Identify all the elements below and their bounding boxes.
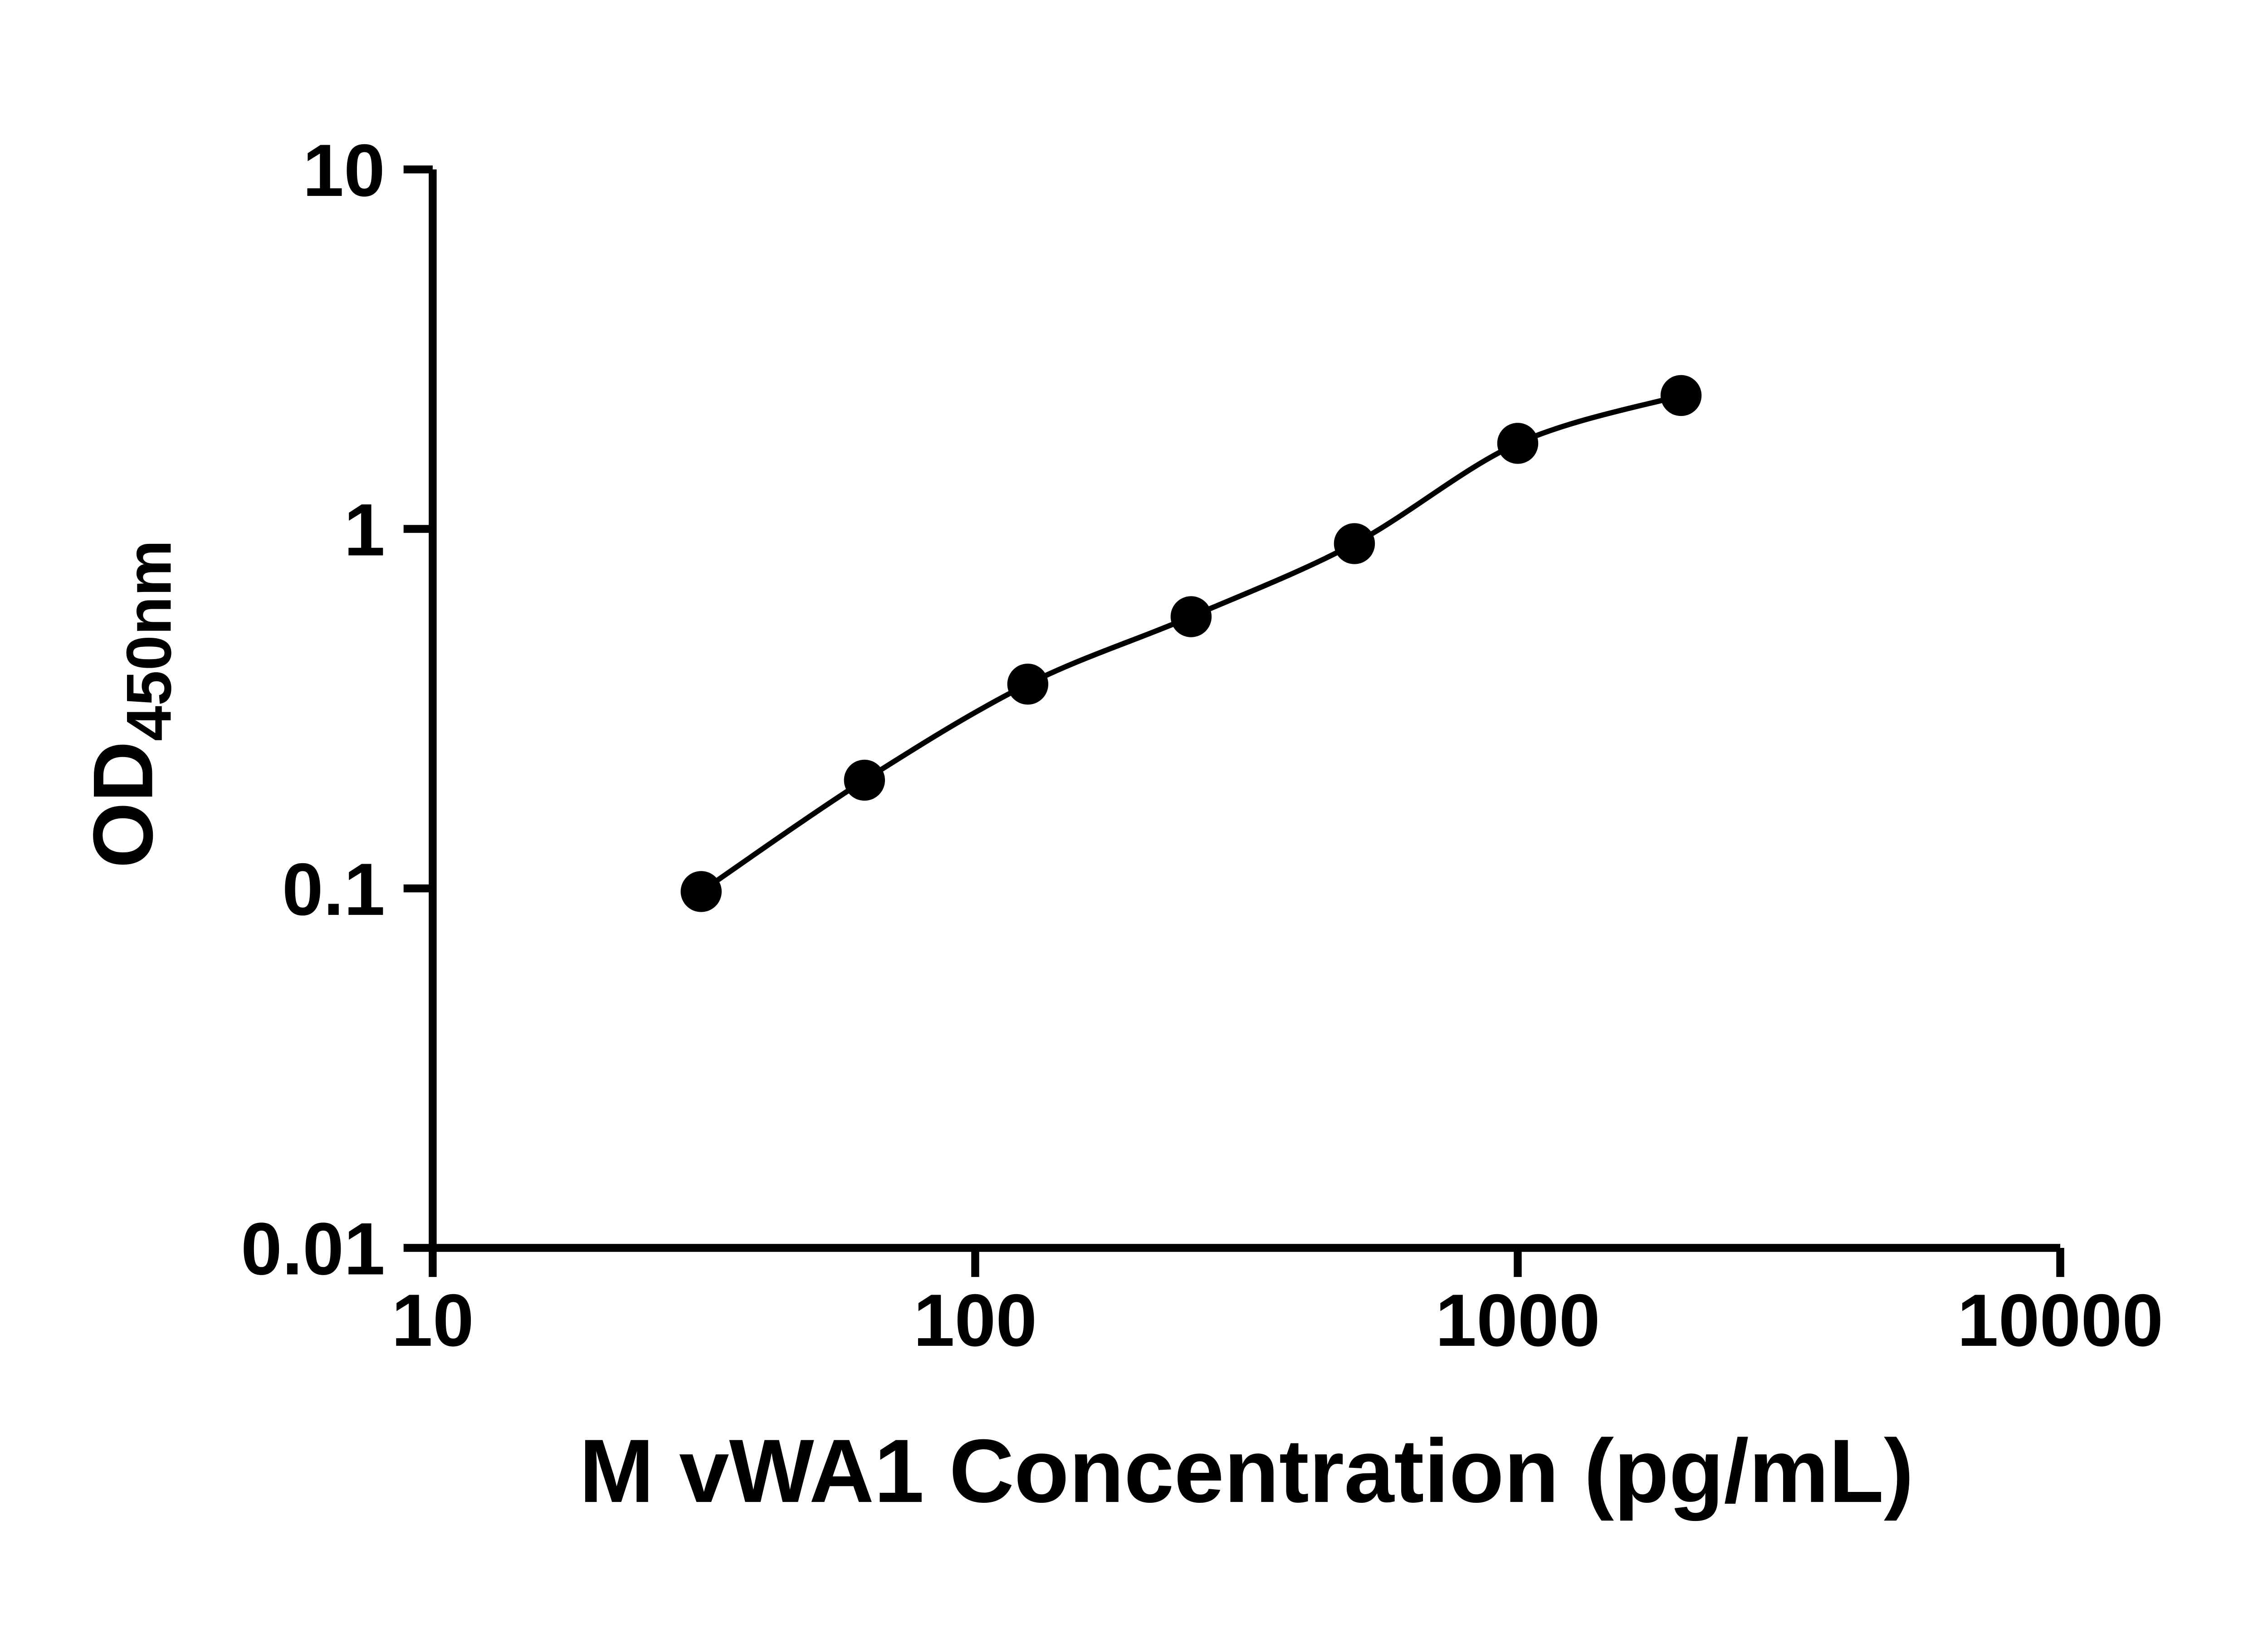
y-axis-title-main: OD xyxy=(75,741,170,868)
x-axis-title: M vWA1 Concentration (pg/mL) xyxy=(579,1421,1914,1521)
y-tick-label: 1 xyxy=(344,488,385,571)
axes-layer: 10 100 1000 10000 0.01 0.1 1 10 xyxy=(241,129,2163,1362)
x-tick-label: 100 xyxy=(914,1279,1037,1362)
data-point xyxy=(680,871,722,912)
data-point xyxy=(1660,375,1702,416)
axis-lines xyxy=(429,169,2061,1252)
data-point xyxy=(1007,663,1049,705)
data-point xyxy=(1497,423,1539,464)
x-tick-label: 10 xyxy=(391,1279,474,1362)
y-tick-label: 10 xyxy=(303,129,385,212)
data-point xyxy=(1170,596,1212,637)
fit-curve xyxy=(699,393,1682,894)
y-tick-label: 0.1 xyxy=(282,848,385,931)
x-tick-label: 10000 xyxy=(1957,1279,2163,1362)
x-tick-label: 1000 xyxy=(1435,1279,1600,1362)
y-tick-label: 0.01 xyxy=(241,1207,385,1290)
data-point xyxy=(1334,523,1375,564)
y-axis-title-sub: 450nm xyxy=(113,540,184,741)
data-layer xyxy=(680,375,1702,912)
y-axis-title: OD450nm xyxy=(75,540,184,868)
data-point xyxy=(844,759,885,801)
